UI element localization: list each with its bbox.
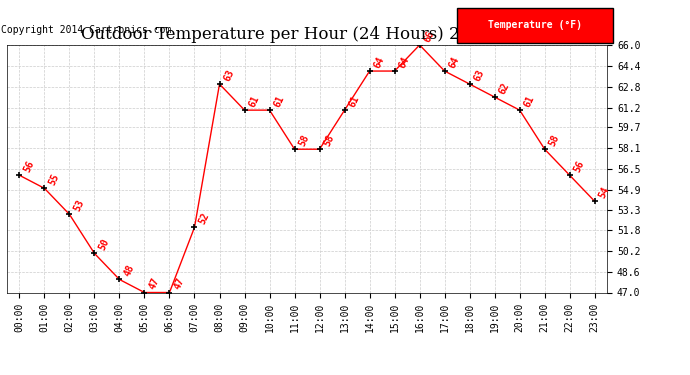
Text: 50: 50 xyxy=(97,237,111,252)
Text: 61: 61 xyxy=(347,94,362,109)
Text: Copyright 2014 Cartronics.com: Copyright 2014 Cartronics.com xyxy=(1,25,171,35)
Text: 56: 56 xyxy=(22,159,36,174)
FancyBboxPatch shape xyxy=(457,8,613,42)
Text: 52: 52 xyxy=(197,211,211,226)
Text: 61: 61 xyxy=(273,94,286,109)
Text: 58: 58 xyxy=(297,133,311,148)
Text: Temperature (°F): Temperature (°F) xyxy=(488,20,582,30)
Text: 47: 47 xyxy=(147,276,161,291)
Text: 58: 58 xyxy=(322,133,336,148)
Text: 58: 58 xyxy=(547,133,562,148)
Text: 47: 47 xyxy=(172,276,186,291)
Text: 54: 54 xyxy=(598,185,611,200)
Text: 64: 64 xyxy=(373,55,386,70)
Text: 66: 66 xyxy=(422,29,436,44)
Text: 61: 61 xyxy=(247,94,262,109)
Text: 62: 62 xyxy=(497,81,511,96)
Text: 53: 53 xyxy=(72,198,86,213)
Text: 48: 48 xyxy=(122,263,136,278)
Text: 61: 61 xyxy=(522,94,536,109)
Text: 56: 56 xyxy=(573,159,586,174)
Text: 55: 55 xyxy=(47,172,61,187)
Title: Outdoor Temperature per Hour (24 Hours) 20140523: Outdoor Temperature per Hour (24 Hours) … xyxy=(81,27,533,44)
Text: 63: 63 xyxy=(473,68,486,83)
Text: 64: 64 xyxy=(447,55,462,70)
Text: 63: 63 xyxy=(222,68,236,83)
Text: 64: 64 xyxy=(397,55,411,70)
